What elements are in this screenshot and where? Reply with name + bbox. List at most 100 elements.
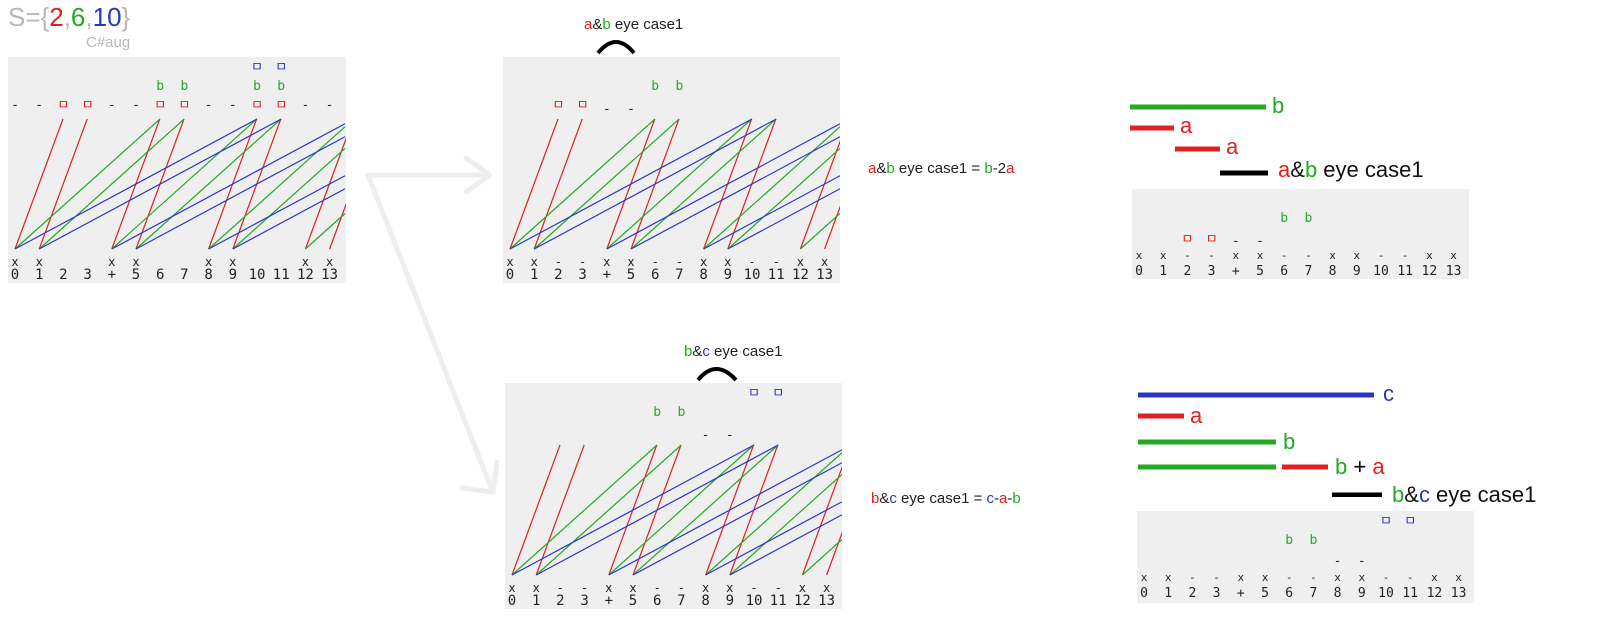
x-tick-label: 3 [578, 267, 586, 283]
b-marker: b [1280, 211, 1288, 226]
x-tick-label: + [1237, 586, 1245, 601]
dash-mark: - [627, 102, 635, 117]
c-marker: ㅁ [275, 60, 287, 75]
x-mark: x [108, 255, 115, 269]
x-tick-label: + [108, 267, 116, 283]
dash-mark: - [750, 581, 757, 595]
b-marker: b [277, 79, 285, 94]
x-tick-label: 11 [273, 267, 290, 283]
eye-arc-icon [596, 40, 636, 55]
red-line [329, 202, 346, 250]
x-tick-label: + [603, 267, 611, 283]
x-mark: x [533, 581, 540, 595]
blue-line [535, 444, 779, 576]
x-tick-label: 11 [768, 267, 785, 283]
bar-sum-label: b + a [1335, 454, 1385, 479]
x-tick-label: 6 [653, 593, 661, 609]
dash-mark: - [1383, 571, 1390, 584]
arrow-to-case-bc [365, 172, 495, 493]
x-tick-label: 5 [1256, 264, 1264, 279]
x-tick-label: 0 [1135, 264, 1143, 279]
x-tick-label: 9 [724, 267, 732, 283]
x-tick-label: 13 [818, 593, 835, 609]
bars-bc [1138, 392, 1382, 497]
x-mark: x [1262, 571, 1269, 584]
dash-mark: - [652, 255, 659, 269]
x-tick-label: 2 [1188, 586, 1196, 601]
c-marker: ㅁ [772, 386, 784, 401]
red-line [509, 118, 559, 250]
x-tick-label: 12 [1427, 586, 1443, 601]
x-tick-label: 3 [1213, 586, 1221, 601]
dash-mark: - [205, 98, 213, 113]
x-mark: x [229, 255, 236, 269]
green-line [799, 213, 840, 250]
blue-line [727, 188, 840, 250]
x-mark: x [702, 581, 709, 595]
dash-mark: - [1281, 249, 1288, 262]
dash-mark: - [1378, 249, 1385, 262]
dash-mark: - [748, 255, 755, 269]
green-line [727, 147, 840, 250]
green-line [509, 118, 656, 250]
green-line [705, 452, 842, 576]
x-tick-label: 7 [1304, 264, 1312, 279]
x-tick-label: 13 [816, 267, 833, 283]
b-marker: b [1309, 533, 1317, 548]
blue-line [606, 123, 840, 250]
x-tick-label: 3 [580, 593, 588, 609]
x-tick-label: 12 [297, 267, 314, 283]
dash-mark: - [132, 98, 140, 113]
blue-line [208, 175, 346, 250]
x-mark: x [605, 581, 612, 595]
x-tick-label: 10 [249, 267, 266, 283]
x-tick-label: 7 [1309, 586, 1317, 601]
set-label: S={2,6,10} [8, 2, 130, 33]
green-line [533, 118, 680, 250]
dash-mark: - [1189, 571, 1196, 584]
green-line [729, 473, 842, 576]
dash-mark: - [726, 428, 734, 443]
c-marker: ㅁ [1404, 514, 1416, 529]
blue-line [509, 118, 753, 250]
dash-mark: - [702, 428, 710, 443]
green-line [14, 118, 161, 250]
blue-line [232, 188, 346, 250]
case-bc-formula: b&c eye case1 = c-a-b [871, 490, 1021, 507]
bar-a2-label: a [1226, 134, 1239, 159]
bar-c-label: c [1383, 381, 1394, 406]
set-value-b: 6 [70, 2, 86, 32]
b-marker: b [253, 79, 261, 94]
blue-line [608, 449, 842, 576]
green-line [111, 118, 258, 250]
x-tick-label: 7 [677, 593, 685, 609]
x-tick-label: 9 [726, 593, 734, 609]
pattern-svg-bc: 0 1 2 3 +5 6 7 8 9 10 11 12 13x x x x x x x x- - - - - -ㅁ ㅁb b- - [508, 386, 842, 609]
dash-mark: - [555, 255, 562, 269]
x-mark: x [302, 255, 309, 269]
red-line [799, 140, 840, 250]
green-line [630, 118, 777, 250]
x-mark: x [326, 255, 333, 269]
dash-mark: - [1286, 571, 1293, 584]
blue-line [533, 118, 777, 250]
x-tick-label: 0 [506, 267, 514, 283]
red-line [826, 531, 842, 576]
x-tick-label: 12 [794, 593, 811, 609]
x-tick-label: + [1232, 264, 1240, 279]
red-line [38, 118, 88, 250]
x-tick-label: 13 [321, 267, 338, 283]
x-mark: x [36, 255, 43, 269]
x-tick-label: 2 [554, 267, 562, 283]
x-mark: x [1353, 249, 1360, 262]
x-tick-label: + [605, 593, 613, 609]
x-mark: x [799, 581, 806, 595]
red-line [304, 137, 346, 250]
set-comma: , [85, 2, 93, 32]
x-mark: x [821, 255, 828, 269]
